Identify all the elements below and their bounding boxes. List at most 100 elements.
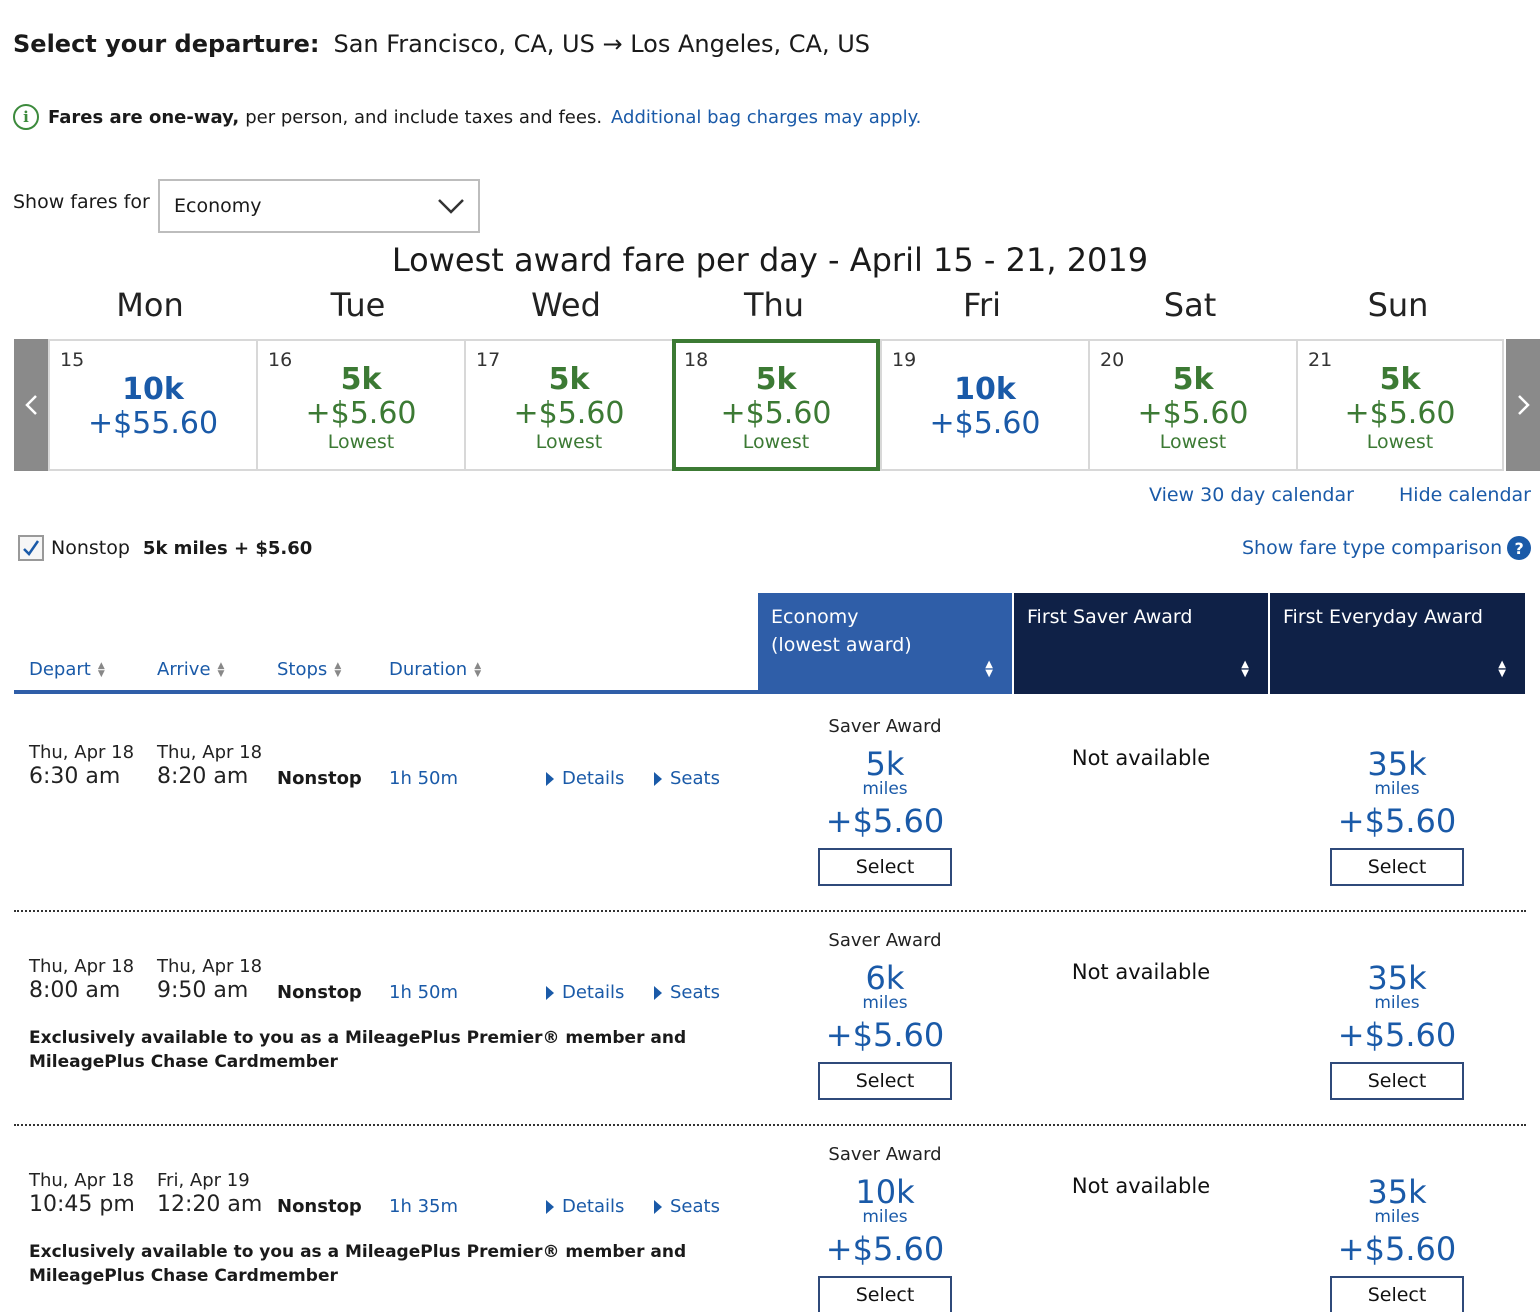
page-title-label: Select your departure: — [13, 30, 320, 58]
sort-stops[interactable]: Stops ▲ ▼ — [277, 659, 341, 680]
stops: Nonstop — [277, 768, 362, 789]
page-title: Select your departure: San Francisco, CA,… — [13, 30, 870, 58]
arrive-date: Fri, Apr 19 — [157, 1170, 250, 1191]
details-link[interactable]: Details — [546, 1196, 624, 1217]
cabin-select[interactable]: Economy — [158, 179, 480, 233]
column-economy-title: Economy — [771, 606, 859, 628]
column-first-saver-title: First Saver Award — [1027, 606, 1193, 628]
stops: Nonstop — [277, 1196, 362, 1217]
calendar-week: 15 10k +$55.60 16 5k +$5.60 Lowest 17 5k… — [48, 339, 1506, 471]
day-header: Wed — [531, 286, 601, 324]
fare-miles-unit: miles — [862, 779, 908, 799]
calendar-price: +$55.60 — [87, 406, 219, 441]
details-label: Details — [562, 1196, 625, 1217]
fare-comparison-link[interactable]: Show fare type comparison ? — [1242, 536, 1532, 560]
caret-right-icon — [654, 771, 662, 786]
select-economy-button[interactable]: Select — [818, 1062, 952, 1100]
calendar-date: 19 — [892, 349, 917, 371]
calendar-date: 17 — [476, 349, 501, 371]
bag-charges-link[interactable]: Additional bag charges may apply. — [611, 106, 922, 128]
first-saver-fare: Not available — [1014, 912, 1268, 984]
calendar-price: +$5.60 — [305, 396, 417, 431]
help-icon[interactable]: ? — [1507, 536, 1532, 560]
calendar-day-cell[interactable]: 19 10k +$5.60 — [880, 339, 1088, 471]
calendar-miles: 5k — [1172, 362, 1214, 397]
day-header: Sun — [1367, 286, 1429, 324]
calendar-date: 15 — [60, 349, 85, 371]
select-first-everyday-button[interactable]: Select — [1330, 1062, 1464, 1100]
calendar-price: +$5.60 — [1137, 396, 1249, 431]
sort-stops-label: Stops — [277, 659, 328, 680]
fare-price: +$5.60 — [1337, 802, 1457, 840]
caret-right-icon — [546, 985, 554, 1000]
nonstop-checkbox[interactable] — [18, 535, 44, 561]
sort-arrive[interactable]: Arrive ▲ ▼ — [157, 659, 224, 680]
economy-fare: Saver Award 10k miles +$5.60 Select — [758, 1126, 1012, 1312]
seats-link[interactable]: Seats — [654, 982, 720, 1003]
arrive-time: 9:50 am — [157, 978, 249, 1003]
select-first-everyday-button[interactable]: Select — [1330, 848, 1464, 886]
flight-row: Thu, Apr 18 6:30 am Thu, Apr 18 8:20 am … — [14, 698, 1526, 912]
calendar-day-cell-selected[interactable]: 18 5k +$5.60 Lowest — [672, 339, 880, 471]
duration: 1h 50m — [389, 768, 459, 789]
sort-duration[interactable]: Duration ▲ ▼ — [389, 659, 481, 680]
fare-miles: 6k — [865, 959, 905, 997]
calendar-next-button[interactable] — [1506, 339, 1540, 471]
not-available-text: Not available — [1071, 746, 1211, 770]
first-everyday-fare: . 35k miles +$5.60 Select — [1270, 912, 1524, 1100]
calendar-miles: 5k — [755, 362, 797, 397]
calendar-day-cell[interactable]: 15 10k +$55.60 — [48, 339, 256, 471]
sort-depart[interactable]: Depart ▲ ▼ — [29, 659, 105, 680]
fare-filter-label: Show fares for — [13, 191, 150, 213]
calendar-day-headers: Mon Tue Wed Thu Fri Sat Sun — [46, 286, 1506, 324]
calendar-day-cell[interactable]: 16 5k +$5.60 Lowest — [256, 339, 464, 471]
select-first-everyday-button[interactable]: Select — [1330, 1276, 1464, 1312]
depart-time: 6:30 am — [29, 764, 121, 789]
seats-link[interactable]: Seats — [654, 768, 720, 789]
sort-depart-label: Depart — [29, 659, 91, 680]
calendar-title: Lowest award fare per day - April 15 - 2… — [0, 241, 1540, 279]
calendar-miles: 5k — [1379, 362, 1421, 397]
details-link[interactable]: Details — [546, 768, 624, 789]
column-economy[interactable]: Economy (lowest award) ▲ ▼ — [758, 593, 1012, 694]
fare-price: +$5.60 — [825, 1016, 945, 1054]
calendar-price: +$5.60 — [720, 396, 832, 431]
depart-date: Thu, Apr 18 — [29, 742, 135, 763]
sort-icon: ▲ ▼ — [1241, 659, 1249, 679]
chevron-down-icon — [438, 199, 464, 214]
fare-miles-unit: miles — [1374, 779, 1420, 799]
exclusive-note: Exclusively available to you as a Mileag… — [29, 1028, 687, 1072]
depart-time: 10:45 pm — [29, 1192, 135, 1217]
view-30-day-calendar-link[interactable]: View 30 day calendar — [1149, 484, 1354, 506]
calendar-day-cell[interactable]: 21 5k +$5.60 Lowest — [1296, 339, 1504, 471]
cabin-select-value: Economy — [174, 195, 262, 217]
calendar-day-cell[interactable]: 17 5k +$5.60 Lowest — [464, 339, 672, 471]
day-header: Thu — [743, 286, 805, 324]
calendar-day-cell[interactable]: 20 5k +$5.60 Lowest — [1088, 339, 1296, 471]
arrive-time: 12:20 am — [157, 1192, 263, 1217]
duration: 1h 50m — [389, 982, 459, 1003]
details-link[interactable]: Details — [546, 982, 624, 1003]
duration: 1h 35m — [389, 1196, 459, 1217]
flight-row: Thu, Apr 18 10:45 pm Fri, Apr 19 12:20 a… — [14, 1126, 1526, 1312]
info-icon: i — [13, 104, 39, 130]
calendar-date: 20 — [1100, 349, 1125, 371]
economy-fare: Saver Award 5k miles +$5.60 Select — [758, 698, 1012, 886]
select-economy-button[interactable]: Select — [818, 848, 952, 886]
column-first-everyday[interactable]: First Everyday Award ▲ ▼ — [1270, 593, 1525, 694]
day-header: Fri — [962, 286, 1002, 324]
calendar-lowest-label: Lowest — [742, 431, 810, 453]
row-divider — [14, 910, 1526, 912]
seats-link[interactable]: Seats — [654, 1196, 720, 1217]
fare-notice: i Fares are one-way, per person, and inc… — [13, 104, 921, 130]
hide-calendar-link[interactable]: Hide calendar — [1399, 484, 1531, 506]
select-economy-button[interactable]: Select — [818, 1276, 952, 1312]
fare-miles: 35k — [1367, 959, 1427, 997]
column-first-saver[interactable]: First Saver Award ▲ ▼ — [1014, 593, 1268, 694]
fare-price: +$5.60 — [1337, 1016, 1457, 1054]
fare-miles-unit: miles — [1374, 1207, 1420, 1227]
row-divider — [14, 1124, 1526, 1126]
not-available-text: Not available — [1071, 960, 1211, 984]
calendar-prev-button[interactable] — [14, 339, 50, 471]
sort-duration-label: Duration — [389, 659, 468, 680]
